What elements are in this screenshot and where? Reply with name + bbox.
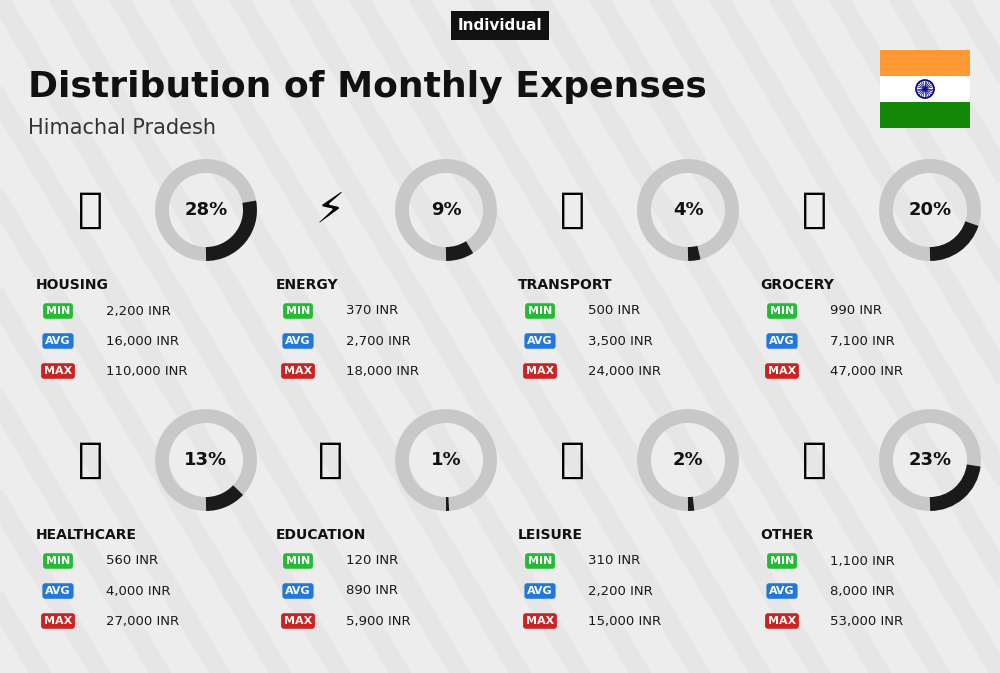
Text: MIN: MIN: [770, 556, 794, 566]
Text: 120 INR: 120 INR: [346, 555, 398, 567]
Text: 53,000 INR: 53,000 INR: [830, 614, 903, 627]
Text: 500 INR: 500 INR: [588, 304, 640, 318]
Text: 4%: 4%: [673, 201, 703, 219]
Text: 890 INR: 890 INR: [346, 584, 398, 598]
Text: 28%: 28%: [184, 201, 228, 219]
Text: 🏢: 🏢: [78, 189, 103, 231]
Text: 🛒: 🛒: [802, 189, 826, 231]
Text: OTHER: OTHER: [760, 528, 813, 542]
Text: 23%: 23%: [908, 451, 952, 469]
Text: MIN: MIN: [46, 306, 70, 316]
Text: 560 INR: 560 INR: [106, 555, 158, 567]
Text: 💰: 💰: [802, 439, 826, 481]
Text: 990 INR: 990 INR: [830, 304, 882, 318]
Text: AVG: AVG: [285, 586, 311, 596]
Text: MIN: MIN: [286, 306, 310, 316]
Text: 370 INR: 370 INR: [346, 304, 398, 318]
Text: MIN: MIN: [46, 556, 70, 566]
Text: 🛍: 🛍: [560, 439, 584, 481]
Text: MAX: MAX: [526, 366, 554, 376]
Text: 16,000 INR: 16,000 INR: [106, 334, 179, 347]
Text: 9%: 9%: [431, 201, 461, 219]
Text: AVG: AVG: [45, 336, 71, 346]
Text: MIN: MIN: [528, 306, 552, 316]
Text: TRANSPORT: TRANSPORT: [518, 278, 613, 292]
Text: AVG: AVG: [527, 586, 553, 596]
Text: 🎓: 🎓: [318, 439, 342, 481]
Bar: [880, 76, 970, 102]
Text: AVG: AVG: [769, 336, 795, 346]
Text: 3,500 INR: 3,500 INR: [588, 334, 653, 347]
Text: GROCERY: GROCERY: [760, 278, 834, 292]
Text: 110,000 INR: 110,000 INR: [106, 365, 188, 378]
Text: LEISURE: LEISURE: [518, 528, 583, 542]
Text: 27,000 INR: 27,000 INR: [106, 614, 179, 627]
Text: 1%: 1%: [431, 451, 461, 469]
Text: 7,100 INR: 7,100 INR: [830, 334, 895, 347]
Text: 47,000 INR: 47,000 INR: [830, 365, 903, 378]
Text: 5,900 INR: 5,900 INR: [346, 614, 411, 627]
Text: 2%: 2%: [673, 451, 703, 469]
Text: AVG: AVG: [45, 586, 71, 596]
Text: 13%: 13%: [184, 451, 228, 469]
Text: MAX: MAX: [526, 616, 554, 626]
Bar: [880, 50, 970, 76]
Text: HOUSING: HOUSING: [36, 278, 109, 292]
Text: 24,000 INR: 24,000 INR: [588, 365, 661, 378]
Text: 1,100 INR: 1,100 INR: [830, 555, 895, 567]
Text: MAX: MAX: [44, 616, 72, 626]
Text: MIN: MIN: [286, 556, 310, 566]
Text: ENERGY: ENERGY: [276, 278, 339, 292]
Text: 8,000 INR: 8,000 INR: [830, 584, 895, 598]
Text: HEALTHCARE: HEALTHCARE: [36, 528, 137, 542]
Text: 4,000 INR: 4,000 INR: [106, 584, 170, 598]
Text: MAX: MAX: [768, 366, 796, 376]
Text: Distribution of Monthly Expenses: Distribution of Monthly Expenses: [28, 70, 707, 104]
Text: EDUCATION: EDUCATION: [276, 528, 366, 542]
Text: MIN: MIN: [770, 306, 794, 316]
Text: AVG: AVG: [769, 586, 795, 596]
Text: AVG: AVG: [527, 336, 553, 346]
Text: 🚌: 🚌: [560, 189, 584, 231]
Text: 2,700 INR: 2,700 INR: [346, 334, 411, 347]
Text: 2,200 INR: 2,200 INR: [106, 304, 171, 318]
Text: MAX: MAX: [284, 616, 312, 626]
Text: MAX: MAX: [284, 366, 312, 376]
Text: 310 INR: 310 INR: [588, 555, 640, 567]
Text: ⚡: ⚡: [315, 189, 345, 231]
Bar: [880, 102, 970, 128]
Text: 15,000 INR: 15,000 INR: [588, 614, 661, 627]
Text: Individual: Individual: [458, 18, 542, 33]
Text: MIN: MIN: [528, 556, 552, 566]
Text: 18,000 INR: 18,000 INR: [346, 365, 419, 378]
Text: 🏥: 🏥: [78, 439, 103, 481]
Text: Himachal Pradesh: Himachal Pradesh: [28, 118, 216, 138]
Text: MAX: MAX: [44, 366, 72, 376]
Text: AVG: AVG: [285, 336, 311, 346]
Text: 20%: 20%: [908, 201, 952, 219]
Text: MAX: MAX: [768, 616, 796, 626]
Text: 2,200 INR: 2,200 INR: [588, 584, 653, 598]
